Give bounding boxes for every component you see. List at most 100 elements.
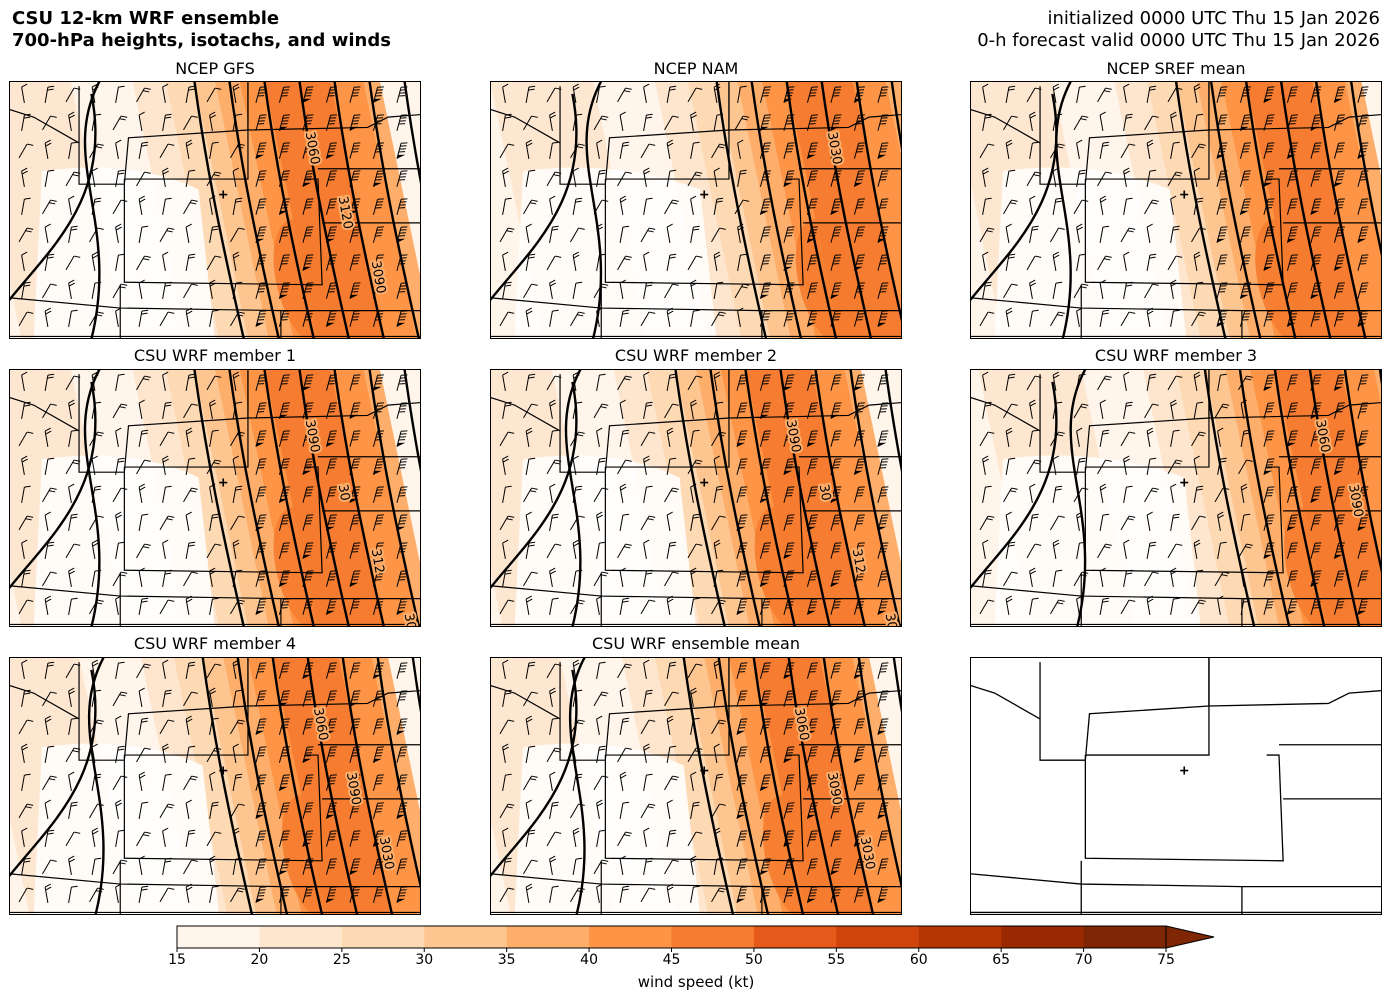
wind-barb (396, 402, 408, 419)
wind-barb (68, 279, 75, 299)
wind-barb (183, 487, 198, 503)
height-contour (201, 657, 254, 915)
wind-barb (21, 569, 31, 587)
wind-barb (185, 427, 193, 447)
wind-barb (549, 141, 559, 159)
panel-frame (970, 657, 1382, 915)
wind-barb (44, 745, 55, 763)
wind-barb (830, 86, 842, 103)
wind-barb (1357, 570, 1369, 587)
wind-barb (44, 541, 55, 559)
wind-barb (617, 543, 632, 559)
wind-barb (349, 802, 361, 819)
wind-barb (1357, 542, 1369, 559)
wind-barb (982, 371, 989, 391)
map-panel-csu-wrf-member-2: 3090 30 312 30 (490, 369, 902, 627)
wind-barb (1239, 226, 1251, 243)
wind-barb (690, 111, 697, 131)
wind-barb (523, 487, 538, 503)
wind-barb (666, 661, 677, 679)
wind-barb (525, 373, 536, 391)
wind-barb (525, 169, 536, 187)
wind-barb (44, 715, 52, 735)
wind-barb (806, 830, 818, 847)
wind-barb (1170, 513, 1180, 531)
wind-barb (89, 803, 104, 819)
height-contour (744, 369, 797, 627)
wind-barb (325, 542, 337, 559)
wind-barb (687, 255, 703, 271)
wind-barb (853, 226, 865, 243)
wind-barb (1193, 83, 1201, 103)
height-contour (1174, 81, 1227, 339)
colorbar-tick-label: 65 (992, 952, 1011, 968)
wind-barb (830, 254, 842, 271)
wind-barb (372, 514, 384, 531)
wind-barb (572, 689, 583, 707)
wind-barb (853, 430, 865, 447)
state-border (123, 178, 323, 286)
wind-barb (1193, 113, 1204, 131)
wind-barb (759, 458, 771, 475)
wind-barb (1170, 309, 1180, 327)
station-marker (1180, 766, 1189, 775)
height-contour (228, 81, 281, 339)
wind-barb (687, 543, 703, 559)
wind-barb (783, 114, 795, 131)
wind-barb (502, 455, 509, 475)
wind-barb (830, 858, 842, 875)
wind-barb (302, 430, 314, 447)
wind-barb (1050, 431, 1065, 447)
wind-barb (115, 511, 122, 531)
wind-barb (162, 689, 172, 707)
valid-time: 0-h forecast valid 0000 UTC Thu 15 Jan 2… (977, 30, 1380, 51)
wind-barb (1123, 251, 1130, 271)
wind-barb (619, 483, 627, 503)
wind-barb (525, 595, 533, 615)
wind-barb (499, 515, 515, 531)
wind-barb (1263, 486, 1275, 503)
wind-barb (736, 374, 748, 391)
wind-barb (853, 486, 865, 503)
wind-barb (44, 511, 51, 531)
wind-barb (1050, 515, 1065, 531)
wind-barb (523, 403, 538, 419)
height-contour (1209, 81, 1262, 339)
wind-barb (255, 774, 267, 791)
wind-barb (1120, 431, 1136, 447)
wind-barb (1193, 197, 1204, 215)
wind-barb (783, 774, 795, 791)
wind-barb (596, 541, 606, 559)
wind-barb (325, 198, 337, 215)
wind-barb (325, 514, 337, 531)
state-border (604, 754, 804, 862)
wind-barb (65, 543, 81, 559)
wind-barb (1146, 373, 1157, 391)
wind-barb (1216, 86, 1228, 103)
contour-label: 30 (816, 483, 834, 502)
wind-barb (853, 570, 865, 587)
station-marker (219, 190, 228, 199)
wind-barb (159, 887, 175, 903)
wind-barb (1333, 198, 1345, 215)
wind-barb (1191, 143, 1206, 159)
wind-barb (640, 719, 656, 735)
wind-barb (302, 374, 314, 391)
wind-barb (499, 803, 515, 819)
map-panel-ncep-nam: 3030 (490, 81, 902, 339)
state-border (1084, 466, 1284, 574)
wind-barb (502, 773, 512, 791)
wind-barb (349, 374, 361, 391)
wind-barb (711, 887, 726, 903)
wind-barb (325, 746, 337, 763)
wind-barb (91, 113, 102, 131)
wind-barb (713, 689, 724, 707)
wind-barb (687, 663, 703, 679)
wind-barb (1193, 401, 1204, 419)
wind-barb (232, 401, 243, 419)
wind-barb (619, 801, 630, 819)
wind-barb (1097, 255, 1112, 271)
wind-barb (1286, 86, 1298, 103)
wind-barb (643, 197, 653, 215)
wind-barb (690, 399, 697, 419)
